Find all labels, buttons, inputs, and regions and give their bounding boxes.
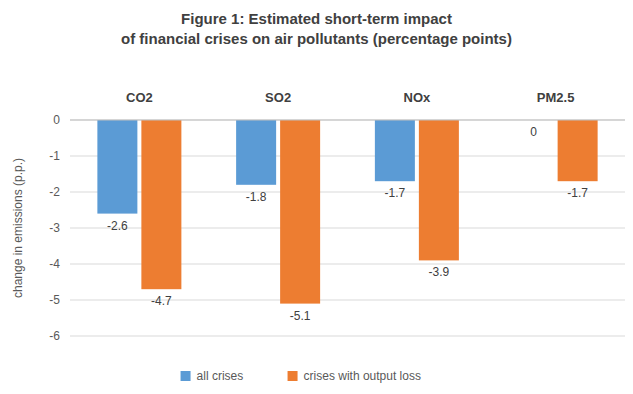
category-label: CO2: [126, 90, 153, 105]
background: [0, 0, 633, 394]
data-label: -1.7: [385, 186, 406, 200]
data-label: -3.9: [429, 265, 450, 279]
legend-label: crises with output loss: [304, 369, 421, 383]
bar: [375, 120, 415, 181]
grid-line: [70, 120, 625, 121]
bar: [97, 120, 137, 214]
legend: all crises crises with output loss: [181, 369, 421, 383]
bar: [280, 120, 320, 304]
legend-swatch: [181, 371, 191, 381]
data-label: -1.8: [246, 190, 267, 204]
y-tick-label: -4: [49, 257, 60, 271]
data-label: -4.7: [151, 294, 172, 308]
y-tick-label: -6: [49, 329, 60, 343]
y-tick-label: -3: [49, 221, 60, 235]
y-tick-label: 0: [53, 113, 60, 127]
title-line: of financial crises on air pollutants (p…: [121, 30, 512, 47]
category-label: PM2.5: [537, 90, 575, 105]
bar: [419, 120, 459, 260]
y-tick-label: -2: [49, 185, 60, 199]
bars: [97, 120, 597, 304]
chart-title: Figure 1: Estimated short-term impact of …: [121, 10, 512, 47]
zero-line: [70, 120, 625, 121]
legend-swatch: [288, 371, 298, 381]
bar: [141, 120, 181, 289]
data-label: -2.6: [107, 219, 128, 233]
chart-container: Figure 1: Estimated short-term impact of …: [0, 0, 633, 394]
y-tick-label: -1: [49, 149, 60, 163]
bar: [236, 120, 276, 185]
data-label: 0: [530, 125, 537, 139]
bar: [558, 120, 598, 181]
data-label: -1.7: [567, 186, 588, 200]
title-line: Figure 1: Estimated short-term impact: [181, 10, 452, 27]
data-label: -5.1: [290, 309, 311, 323]
y-tick-label: -5: [49, 293, 60, 307]
y-axis-label: change in emissions (p.p.): [11, 158, 25, 298]
category-label: NOx: [404, 90, 432, 105]
grid-line: [70, 336, 625, 337]
chart-svg: Figure 1: Estimated short-term impact of …: [0, 0, 633, 394]
legend-label: all crises: [197, 369, 244, 383]
category-label: SO2: [265, 90, 291, 105]
